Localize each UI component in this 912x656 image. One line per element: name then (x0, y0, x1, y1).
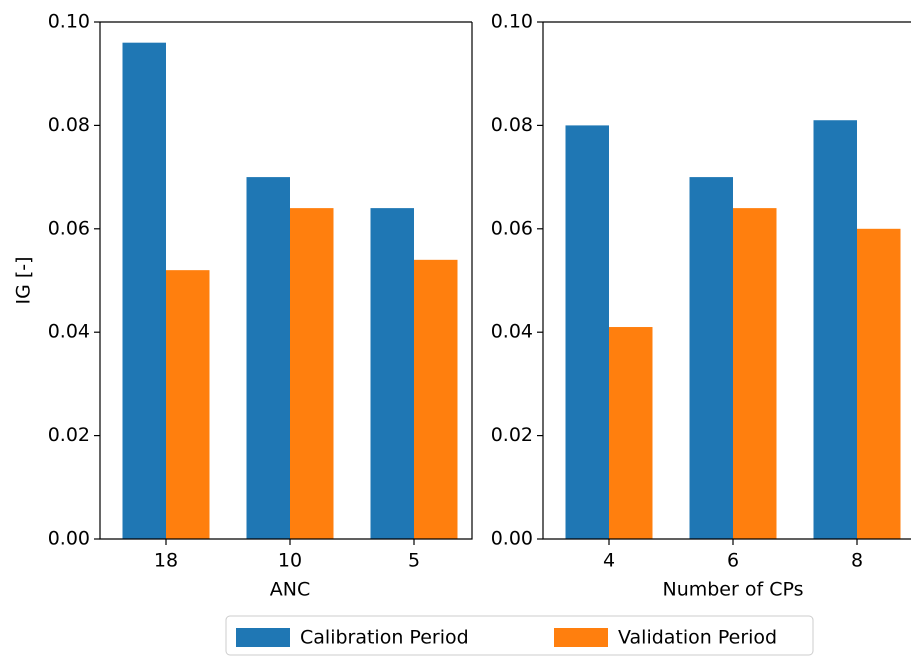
legend-swatch (236, 628, 290, 647)
y-tick-label: 0.06 (491, 217, 533, 239)
y-axis-label: IG [-] (13, 256, 35, 304)
bar (414, 259, 458, 539)
x-axis-label: ANC (270, 579, 310, 601)
axes-frame (99, 22, 473, 540)
y-tick-label: 0.08 (48, 114, 90, 136)
bar (733, 208, 777, 539)
bar (246, 177, 290, 539)
x-tick-label: 8 (851, 550, 863, 572)
y-tick-label: 0.00 (491, 528, 533, 550)
y-tick-label: 0.08 (491, 114, 533, 136)
legend-box (225, 615, 814, 656)
y-tick-label: 0.02 (48, 424, 90, 446)
y-tick-label: 0.10 (48, 11, 90, 33)
bar (857, 228, 901, 540)
axes-frame (542, 22, 911, 540)
bar (609, 327, 653, 539)
bar (565, 125, 609, 540)
y-tick-label: 0.06 (48, 217, 90, 239)
x-tick-label: 6 (727, 550, 739, 572)
x-tick-label: 18 (154, 550, 178, 572)
x-tick-label: 4 (603, 550, 615, 572)
legend-label: Calibration Period (300, 627, 469, 649)
x-axis-label: Number of CPs (662, 579, 803, 601)
y-tick-label: 0.04 (491, 321, 533, 343)
bar (813, 120, 857, 539)
bar (290, 208, 334, 539)
y-tick-label: 0.00 (48, 528, 90, 550)
y-tick-label: 0.04 (48, 321, 90, 343)
bar (122, 42, 166, 540)
bar (370, 208, 414, 539)
y-tick-label: 0.10 (491, 11, 533, 33)
y-tick-label: 0.02 (491, 424, 533, 446)
bar (689, 177, 733, 539)
x-tick-label: 10 (278, 550, 302, 572)
bar (166, 270, 210, 539)
x-tick-label: 5 (408, 550, 420, 572)
legend-swatch (554, 628, 608, 647)
legend-label: Validation Period (618, 627, 777, 649)
